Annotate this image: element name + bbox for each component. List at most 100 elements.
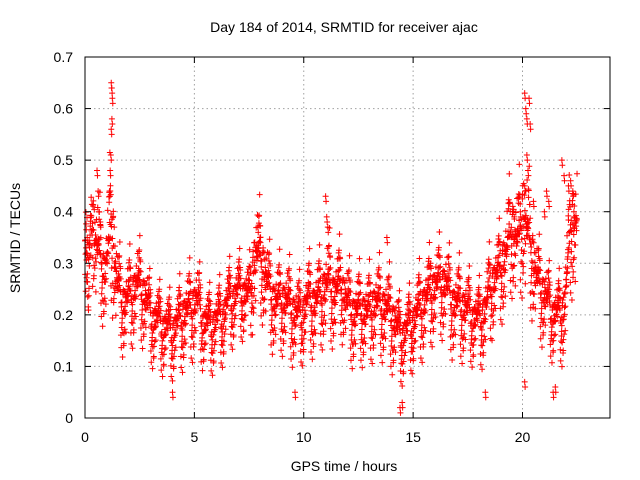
x-tick-label: 10 <box>296 429 312 445</box>
data-point <box>126 257 133 264</box>
data-point <box>429 343 436 350</box>
data-point <box>492 285 499 292</box>
data-point <box>482 394 489 401</box>
data-point <box>107 151 114 158</box>
data-point <box>370 342 377 349</box>
data-point <box>387 363 394 370</box>
axis-ticks: 0 5 10 15 20 0 0.1 0.2 0.3 0.4 0.5 0.6 0.7 <box>54 49 610 445</box>
data-point <box>371 326 378 333</box>
data-point <box>83 226 90 233</box>
data-point <box>359 364 366 371</box>
data-point <box>146 274 153 281</box>
data-point <box>360 349 367 356</box>
data-point <box>556 306 563 313</box>
data-point <box>373 303 380 310</box>
data-point <box>564 232 571 239</box>
data-point <box>261 296 268 303</box>
data-point <box>133 293 140 300</box>
data-point <box>296 295 303 302</box>
data-point <box>537 335 544 342</box>
data-point <box>250 292 257 299</box>
data-point <box>99 284 106 291</box>
data-point <box>446 239 453 246</box>
data-point <box>409 370 416 377</box>
data-point <box>236 272 243 279</box>
data-point <box>380 291 387 298</box>
data-point <box>325 229 332 236</box>
data-point <box>226 253 233 260</box>
data-point <box>256 238 263 245</box>
data-point <box>551 332 558 339</box>
data-point <box>510 263 517 270</box>
data-point <box>497 316 504 323</box>
data-point <box>377 284 384 291</box>
data-point <box>206 297 213 304</box>
data-point <box>455 290 462 297</box>
data-point <box>510 274 517 281</box>
data-point <box>294 313 301 320</box>
data-point <box>110 295 117 302</box>
data-point <box>116 238 123 245</box>
data-point <box>197 305 204 312</box>
data-point <box>511 213 518 220</box>
data-point <box>379 359 386 366</box>
data-point <box>516 230 523 237</box>
y-tick-label: 0.2 <box>54 307 74 323</box>
data-point <box>308 302 315 309</box>
data-point <box>427 260 434 267</box>
y-tick-label: 0 <box>65 410 73 426</box>
data-point <box>411 317 418 324</box>
data-point <box>552 317 559 324</box>
data-point <box>109 235 116 242</box>
data-point <box>375 290 382 297</box>
data-point <box>166 311 173 318</box>
y-axis-label: SRMTID / TECUs <box>7 183 23 293</box>
data-point <box>308 318 315 325</box>
data-point <box>176 301 183 308</box>
data-point <box>513 243 520 250</box>
data-point <box>424 291 431 298</box>
data-point <box>219 342 226 349</box>
data-point <box>89 283 96 290</box>
y-tick-label: 0.6 <box>54 101 74 117</box>
data-point <box>523 115 530 122</box>
data-point <box>401 332 408 339</box>
data-point <box>557 320 564 327</box>
data-point <box>436 254 443 261</box>
data-point <box>291 317 298 324</box>
data-point <box>237 275 244 282</box>
data-point <box>230 321 237 328</box>
data-point <box>182 320 189 327</box>
data-point <box>420 341 427 348</box>
data-point <box>109 90 116 97</box>
data-point <box>112 265 119 272</box>
data-point <box>397 311 404 318</box>
data-point <box>217 301 224 308</box>
data-point <box>489 337 496 344</box>
data-point <box>222 311 229 318</box>
data-point <box>409 348 416 355</box>
data-point <box>548 359 555 366</box>
data-point <box>149 365 156 372</box>
data-point <box>440 267 447 274</box>
data-point <box>521 235 528 242</box>
data-point <box>301 307 308 314</box>
data-point <box>484 268 491 275</box>
data-point <box>347 357 354 364</box>
data-point <box>104 260 111 267</box>
data-point <box>201 341 208 348</box>
data-point <box>174 295 181 302</box>
data-point <box>169 342 176 349</box>
data-point <box>186 278 193 285</box>
data-point <box>532 249 539 256</box>
data-point <box>565 249 572 256</box>
data-point <box>162 331 169 338</box>
data-point <box>288 355 295 362</box>
data-point <box>84 278 91 285</box>
data-point <box>522 188 529 195</box>
data-point <box>239 303 246 310</box>
data-point <box>405 299 412 306</box>
data-point <box>219 364 226 371</box>
data-point <box>279 328 286 335</box>
